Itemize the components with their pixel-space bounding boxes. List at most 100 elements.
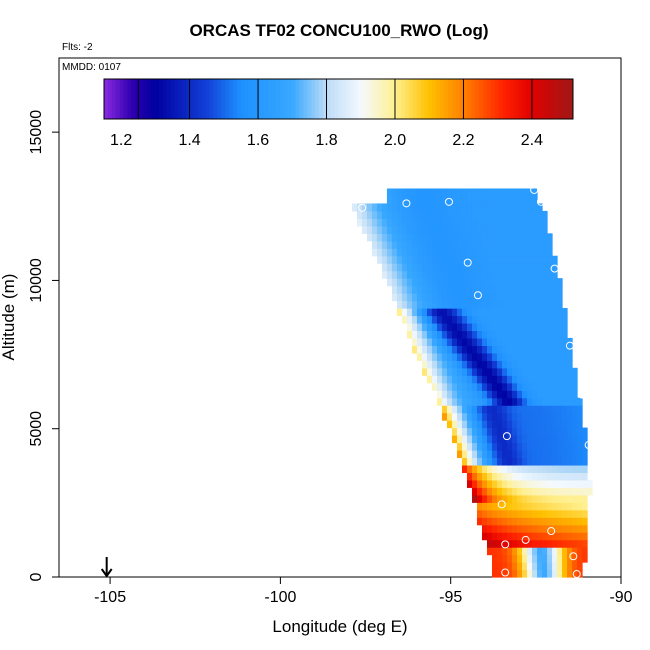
heatmap-cell bbox=[497, 337, 503, 346]
heatmap-cell bbox=[401, 188, 408, 197]
heatmap-cell bbox=[426, 367, 433, 376]
heatmap-cell bbox=[481, 188, 488, 197]
heatmap-cell bbox=[542, 502, 548, 511]
heatmap-cell bbox=[471, 472, 478, 481]
heatmap-cell bbox=[497, 233, 503, 242]
heatmap-cell bbox=[522, 278, 528, 287]
heatmap-cell bbox=[562, 315, 568, 324]
heatmap-cell bbox=[532, 225, 538, 234]
heatmap-cell bbox=[461, 315, 468, 324]
y-tick-label: 10000 bbox=[28, 258, 45, 303]
heatmap-cell bbox=[441, 240, 448, 249]
heatmap-cell bbox=[517, 255, 523, 264]
heatmap-cell bbox=[421, 330, 428, 339]
heatmap-cell bbox=[507, 494, 513, 503]
heatmap-cell bbox=[381, 233, 388, 242]
heatmap-cell bbox=[547, 539, 553, 548]
heatmap-cell bbox=[507, 532, 513, 541]
heatmap-cell bbox=[451, 345, 458, 354]
heatmap-cell bbox=[386, 263, 393, 272]
heatmap-cell bbox=[446, 330, 453, 339]
heatmap-cell bbox=[391, 233, 398, 242]
heatmap-cell bbox=[371, 218, 378, 227]
heatmap-cell bbox=[492, 315, 498, 324]
flight-point-marker bbox=[501, 568, 510, 577]
heatmap-cell bbox=[431, 210, 438, 219]
colorbar-segment bbox=[514, 79, 519, 119]
heatmap-cell bbox=[507, 569, 513, 578]
heatmap-cell bbox=[461, 449, 468, 459]
heatmap-cell bbox=[481, 420, 488, 429]
heatmap-cell bbox=[486, 285, 493, 294]
heatmap-cell bbox=[512, 367, 518, 376]
heatmap-cell bbox=[552, 390, 558, 399]
heatmap-cell bbox=[486, 390, 493, 399]
heatmap-cell bbox=[476, 449, 483, 459]
heatmap-cell bbox=[542, 300, 548, 309]
heatmap-cell bbox=[562, 547, 568, 556]
heatmap-cell bbox=[502, 487, 508, 496]
heatmap-cell bbox=[532, 464, 538, 473]
heatmap-cell bbox=[547, 367, 553, 376]
heatmap-cell bbox=[512, 225, 518, 234]
heatmap-cell bbox=[502, 442, 508, 451]
heatmap-cell bbox=[512, 337, 518, 346]
heatmap-cell bbox=[542, 218, 548, 227]
heatmap-cell bbox=[366, 210, 373, 219]
heatmap-cell bbox=[512, 360, 518, 369]
heatmap-cell bbox=[507, 524, 513, 533]
heatmap-cell bbox=[411, 263, 418, 272]
colorbar-segment bbox=[541, 79, 547, 119]
heatmap-cell bbox=[411, 278, 418, 287]
heatmap-cell bbox=[366, 203, 373, 212]
heatmap-cell bbox=[557, 464, 563, 473]
heatmap-cell bbox=[552, 464, 558, 473]
heatmap-cell bbox=[466, 203, 473, 212]
heatmap-cell bbox=[476, 322, 483, 332]
heatmap-cell bbox=[567, 524, 573, 533]
heatmap-cell bbox=[502, 270, 508, 279]
heatmap-cell bbox=[497, 547, 503, 556]
heatmap-cell bbox=[552, 322, 558, 332]
heatmap-cell bbox=[471, 397, 478, 406]
heatmap-cell bbox=[527, 330, 533, 339]
heatmap-cell bbox=[381, 248, 388, 257]
heatmap-cell bbox=[522, 464, 528, 473]
heatmap-cell bbox=[522, 405, 528, 414]
heatmap-cell bbox=[421, 352, 428, 361]
heatmap-cell bbox=[416, 203, 423, 212]
heatmap-cell bbox=[466, 420, 473, 429]
heatmap-cell bbox=[376, 203, 383, 212]
heatmap-cell bbox=[471, 352, 478, 361]
heatmap-cell bbox=[557, 554, 563, 563]
heatmap-cell bbox=[527, 405, 533, 414]
heatmap-cell bbox=[567, 569, 573, 578]
heatmap-cell bbox=[527, 532, 533, 541]
heatmap-cell bbox=[527, 427, 533, 436]
heatmap-cell bbox=[537, 390, 543, 399]
colorbar-segment bbox=[232, 79, 238, 119]
heatmap-cell bbox=[456, 420, 463, 429]
heatmap-cell bbox=[471, 479, 478, 488]
heatmap-cell bbox=[512, 479, 518, 488]
heatmap-cell bbox=[401, 210, 408, 219]
heatmap-cell bbox=[547, 330, 553, 339]
heatmap-cell bbox=[562, 352, 568, 361]
heatmap-cell bbox=[441, 218, 448, 227]
heatmap-cell bbox=[466, 263, 473, 272]
heatmap-cell bbox=[552, 569, 558, 578]
heatmap-cell bbox=[416, 308, 423, 317]
colorbar-tick-label: 1.8 bbox=[315, 132, 337, 149]
flight-point-marker bbox=[358, 203, 367, 212]
heatmap-cell bbox=[582, 442, 588, 451]
colorbar-segment bbox=[318, 79, 324, 119]
heatmap-cell bbox=[542, 412, 548, 421]
heatmap-cell bbox=[532, 397, 538, 406]
heatmap-cell bbox=[406, 270, 413, 279]
heatmap-cell bbox=[401, 308, 408, 317]
heatmap-cell bbox=[497, 248, 503, 257]
heatmap-cell bbox=[486, 293, 493, 302]
heatmap-cell bbox=[517, 382, 523, 391]
heatmap-cell bbox=[421, 337, 428, 346]
heatmap-cell bbox=[481, 293, 488, 302]
